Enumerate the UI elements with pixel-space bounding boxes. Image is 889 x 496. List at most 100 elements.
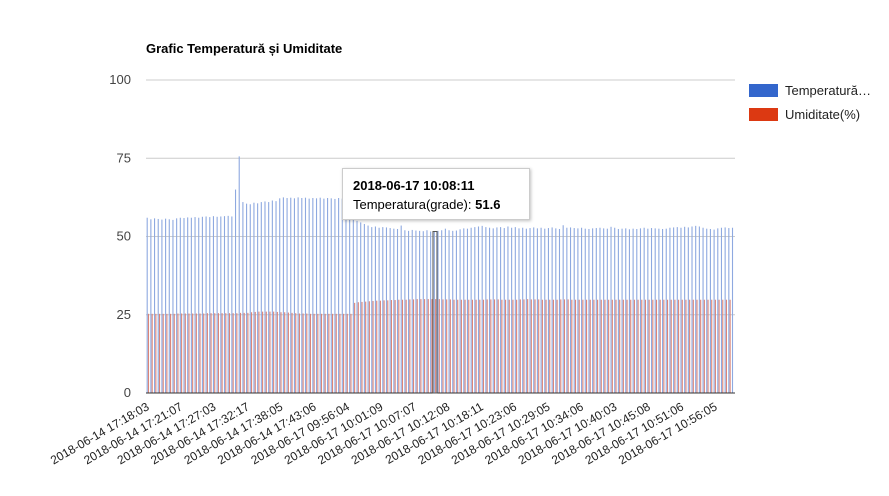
bar-temperature[interactable] [717,228,719,393]
bar-humidity[interactable] [501,299,503,393]
bar-temperature[interactable] [544,228,546,393]
bar-humidity[interactable] [192,313,194,393]
bar-temperature[interactable] [665,228,667,393]
bar-temperature[interactable] [448,230,450,393]
bar-humidity[interactable] [306,313,308,393]
bar-humidity[interactable] [637,299,639,393]
bar-temperature[interactable] [146,217,148,393]
bar-temperature[interactable] [477,226,480,393]
bar-humidity[interactable] [158,313,161,393]
bar-humidity[interactable] [449,299,451,393]
bar-humidity[interactable] [184,313,186,393]
bar-temperature[interactable] [628,229,630,393]
bar-humidity[interactable] [203,313,205,393]
bar-humidity[interactable] [641,299,643,393]
bar-humidity[interactable] [313,313,315,393]
bar-temperature[interactable] [466,228,469,393]
bar-temperature[interactable] [304,197,307,393]
bar-temperature[interactable] [595,228,597,393]
bar-humidity[interactable] [442,299,444,393]
bar-temperature[interactable] [400,225,402,393]
bar-temperature[interactable] [249,204,251,393]
legend-label[interactable]: Umiditate(%) [785,107,860,122]
bar-humidity[interactable] [365,301,367,393]
bar-temperature[interactable] [216,216,218,393]
bar-temperature[interactable] [176,218,178,393]
bar-humidity[interactable] [479,299,481,393]
bar-humidity[interactable] [166,313,168,393]
bar-humidity[interactable] [482,299,485,393]
bar-temperature[interactable] [275,201,277,393]
bar-humidity[interactable] [368,301,370,393]
bar-temperature[interactable] [547,228,549,393]
bar-humidity[interactable] [725,299,728,393]
bar-temperature[interactable] [374,226,376,393]
bar-temperature[interactable] [695,225,697,393]
bar-temperature[interactable] [720,227,723,393]
bar-humidity[interactable] [663,299,665,393]
bar-humidity[interactable] [372,300,374,393]
bar-humidity[interactable] [394,300,396,393]
bar-temperature[interactable] [212,216,215,393]
bar-humidity[interactable] [700,299,702,393]
bar-temperature[interactable] [503,228,505,393]
bar-temperature[interactable] [566,227,568,393]
bar-temperature[interactable] [205,216,207,393]
bar-temperature[interactable] [474,227,476,393]
bar-humidity[interactable] [339,313,341,393]
bar-humidity[interactable] [431,299,433,393]
bar-humidity[interactable] [703,299,705,393]
bar-temperature[interactable] [220,216,222,393]
bar-humidity[interactable] [541,299,543,393]
bar-temperature[interactable] [691,226,693,393]
bar-humidity[interactable] [692,299,694,393]
bar-humidity[interactable] [361,301,363,393]
bar-humidity[interactable] [438,299,440,393]
bar-humidity[interactable] [162,313,164,393]
bar-humidity[interactable] [409,299,411,393]
bar-temperature[interactable] [393,228,395,393]
bar-temperature[interactable] [673,227,675,393]
bar-temperature[interactable] [293,198,295,393]
bar-temperature[interactable] [492,228,494,393]
bar-temperature[interactable] [371,227,373,393]
bar-humidity[interactable] [490,299,492,393]
bar-humidity[interactable] [350,313,352,393]
bar-humidity[interactable] [538,299,540,393]
bar-humidity[interactable] [387,300,389,393]
bar-humidity[interactable] [416,299,418,393]
bar-temperature[interactable] [669,227,671,393]
bar-temperature[interactable] [573,228,575,393]
bar-humidity[interactable] [578,299,580,393]
bar-humidity[interactable] [446,299,448,393]
bar-temperature[interactable] [529,228,531,393]
bar-humidity[interactable] [412,299,415,393]
bar-humidity[interactable] [589,299,591,393]
bar-temperature[interactable] [533,227,535,393]
bar-humidity[interactable] [604,299,606,393]
bar-temperature[interactable] [518,228,520,393]
bar-temperature[interactable] [485,227,487,393]
bar-temperature[interactable] [345,198,347,393]
bar-temperature[interactable] [500,227,502,393]
bar-humidity[interactable] [523,299,525,393]
bar-temperature[interactable] [234,189,237,393]
bar-temperature[interactable] [408,230,410,393]
bar-temperature[interactable] [522,227,524,393]
bar-temperature[interactable] [279,198,281,393]
bar-temperature[interactable] [161,219,163,393]
bar-humidity[interactable] [648,299,650,393]
bar-humidity[interactable] [225,313,227,393]
bar-temperature[interactable] [194,217,196,393]
bar-temperature[interactable] [610,226,612,393]
bar-temperature[interactable] [687,227,689,393]
bar-humidity[interactable] [681,299,683,393]
bar-temperature[interactable] [209,217,211,393]
bar-humidity[interactable] [534,299,536,393]
bar-temperature[interactable] [680,227,682,393]
bar-temperature[interactable] [404,230,406,393]
bar-humidity[interactable] [549,299,551,393]
bar-temperature[interactable] [525,228,527,393]
bar-humidity[interactable] [560,299,562,393]
bar-humidity[interactable] [155,313,157,393]
